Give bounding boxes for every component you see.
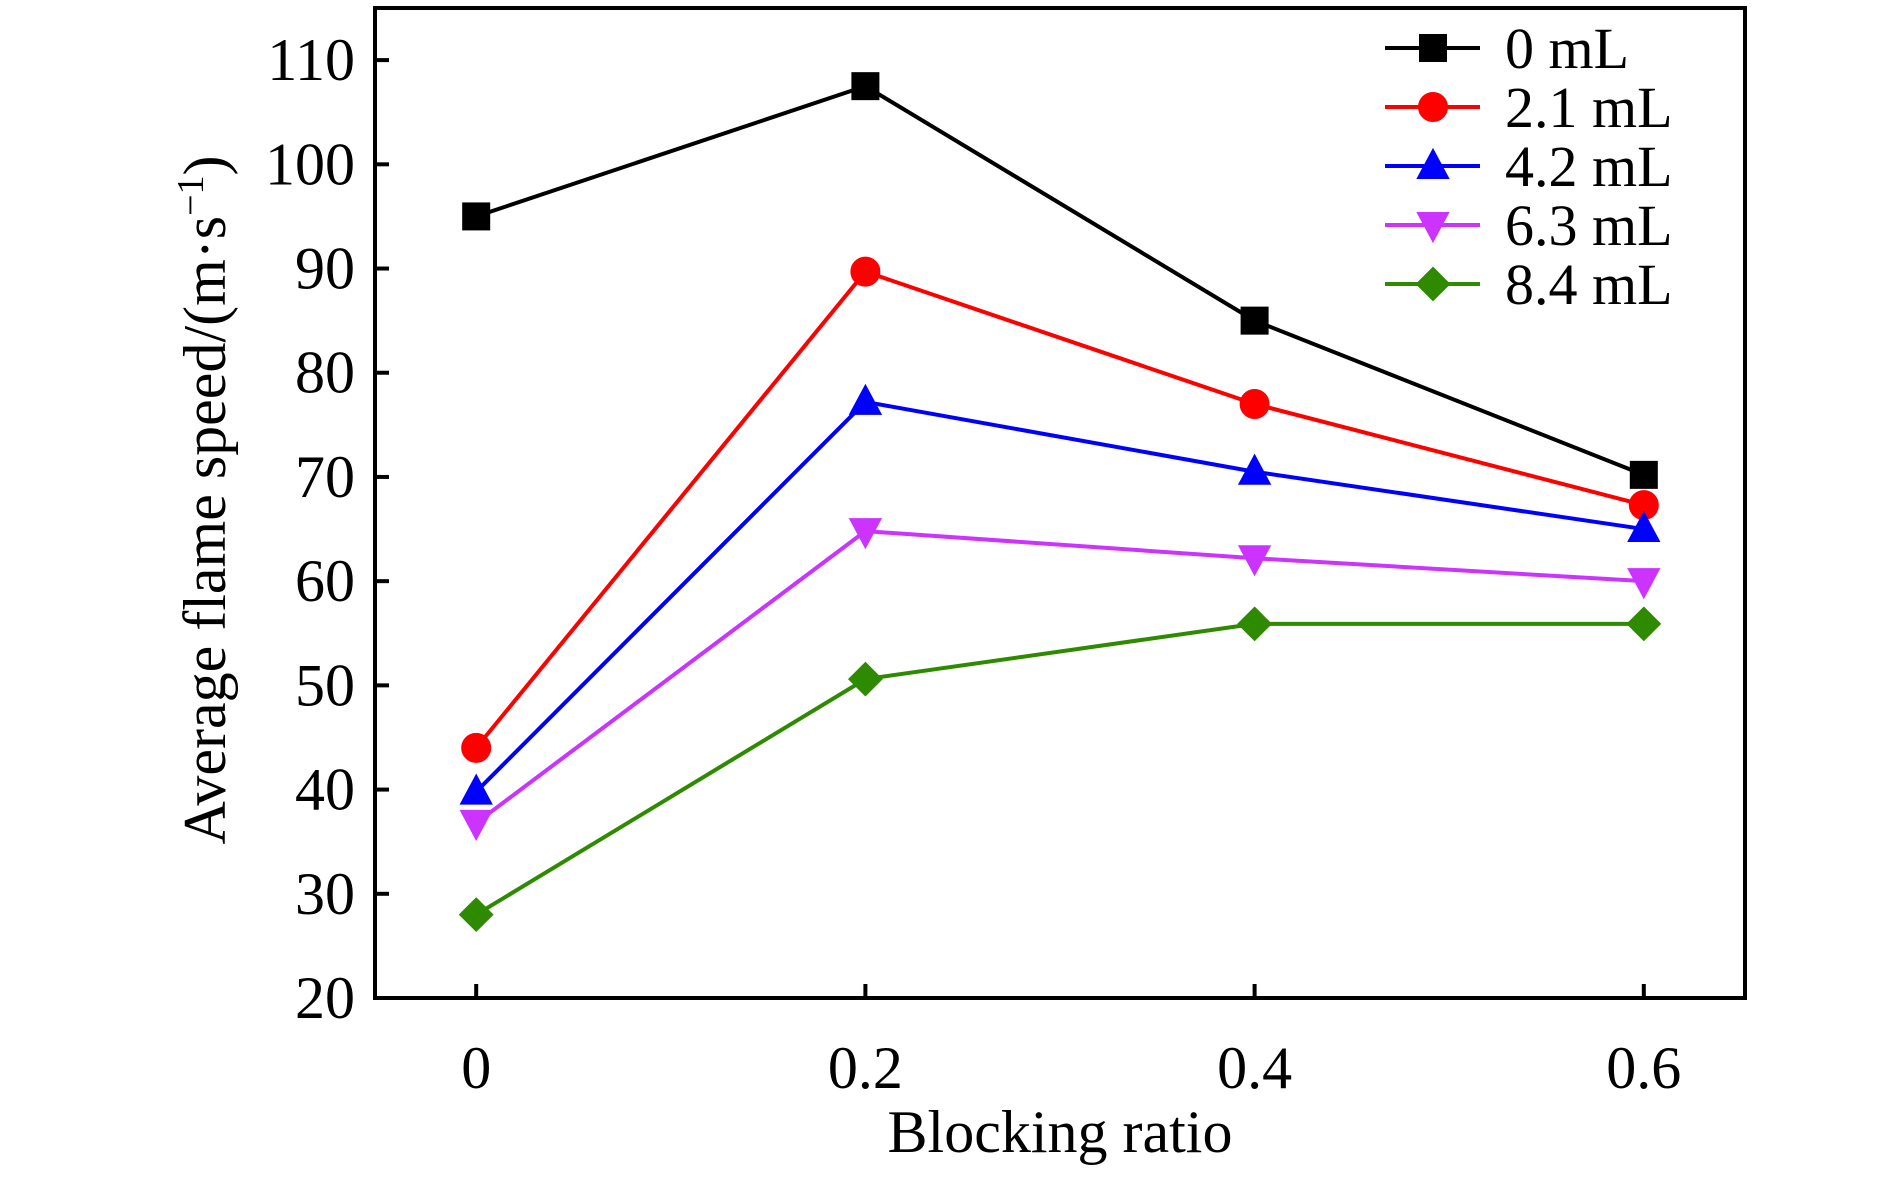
x-tick-label: 0.4	[1217, 1035, 1292, 1101]
series-4-2-mL	[459, 383, 1661, 805]
data-point	[1237, 545, 1272, 577]
series-line	[475, 621, 1644, 917]
y-tick-label: 110	[267, 27, 355, 93]
y-tick-label: 40	[295, 757, 355, 823]
data-point	[848, 518, 883, 550]
data-point	[1240, 306, 1269, 335]
series-line	[474, 529, 1644, 825]
x-tick-label: 0	[461, 1035, 491, 1101]
y-tick-label: 100	[265, 131, 355, 197]
x-tick-label: 0.2	[828, 1035, 903, 1101]
data-point	[458, 897, 494, 933]
y-axis-title-close: )	[172, 155, 238, 175]
series-0-mL	[462, 72, 1658, 489]
y-axis-title-main: Average flame speed/(m·s	[172, 216, 238, 845]
legend-label: 2.1 mL	[1505, 75, 1673, 140]
legend-item: 0 mL	[1385, 16, 1629, 81]
series-6-3-mL	[459, 518, 1661, 842]
series-line	[474, 269, 1645, 750]
legend-label: 8.4 mL	[1505, 252, 1673, 317]
x-tick-label: 0.6	[1606, 1035, 1681, 1101]
y-tick-label: 80	[295, 340, 355, 406]
series-line	[475, 84, 1645, 477]
data-point	[461, 732, 492, 763]
data-point	[1237, 606, 1273, 642]
data-point	[1239, 389, 1270, 419]
x-axis-title: Blocking ratio	[888, 1099, 1233, 1165]
data-point	[1629, 460, 1658, 489]
x-axis: 0 0.2 0.4 0.6	[461, 984, 1681, 1101]
series-2-1-mL	[461, 256, 1659, 763]
y-tick-label: 30	[295, 861, 355, 927]
legend-item: 8.4 mL	[1385, 252, 1673, 317]
series-layer	[458, 72, 1662, 933]
legend-item: 4.2 mL	[1385, 134, 1673, 199]
legend-label: 0 mL	[1505, 16, 1629, 81]
legend: 0 mL2.1 mL4.2 mL6.3 mL8.4 mL	[1385, 16, 1673, 317]
y-axis-title: Average flame speed/(m·s−1)	[170, 155, 238, 844]
data-point	[1626, 606, 1662, 642]
y-axis: 20 30 40 50 60 70 80 90 100 110	[265, 27, 389, 1031]
legend-marker	[1415, 266, 1451, 302]
plot-area-frame	[373, 6, 1747, 1000]
data-point	[851, 72, 880, 101]
y-tick-label: 20	[295, 965, 355, 1031]
legend-item: 6.3 mL	[1385, 193, 1673, 258]
data-point	[1627, 568, 1661, 600]
y-axis-title-superscript: −1	[170, 175, 212, 215]
data-point	[847, 661, 883, 697]
y-tick-label: 50	[295, 652, 355, 718]
legend-label: 4.2 mL	[1505, 134, 1673, 199]
legend-marker	[1419, 34, 1447, 62]
legend-item: 2.1 mL	[1385, 75, 1673, 140]
data-point	[1627, 510, 1661, 543]
y-tick-label: 60	[295, 548, 355, 614]
data-point	[462, 202, 491, 231]
y-tick-label: 90	[295, 236, 355, 302]
y-tick-label: 70	[295, 444, 355, 510]
data-point	[850, 256, 881, 287]
legend-marker	[1416, 212, 1450, 244]
data-point	[459, 773, 493, 805]
legend-marker	[1416, 147, 1450, 179]
series-8-4-mL	[458, 606, 1662, 933]
legend-label: 6.3 mL	[1505, 193, 1673, 258]
data-point	[459, 809, 493, 842]
series-line	[474, 399, 1645, 794]
legend-marker	[1418, 92, 1448, 122]
data-point	[1237, 453, 1272, 485]
data-point	[848, 383, 883, 415]
